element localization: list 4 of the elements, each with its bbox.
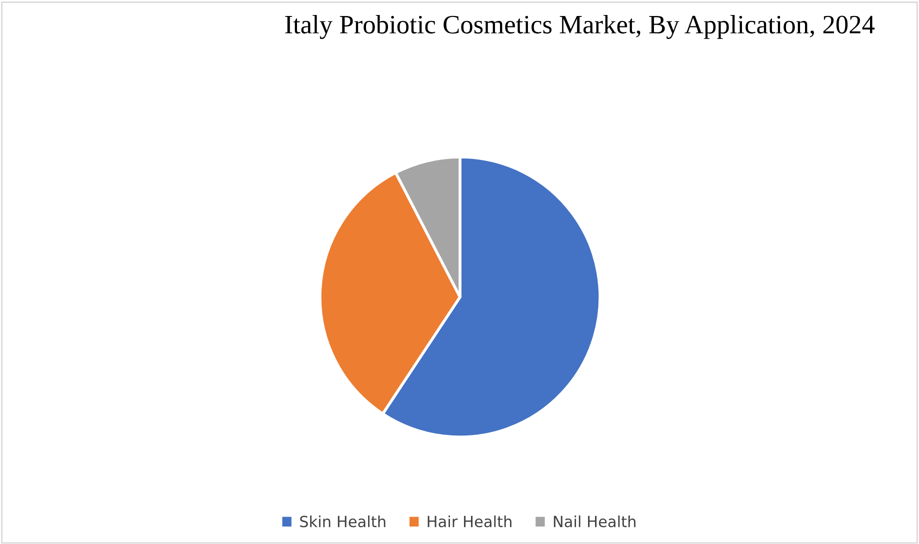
legend-label: Hair Health [428,515,512,528]
chart-title: Italy Probiotic Cosmetics Market, By Application, 2024 [285,14,875,40]
legend-label: Skin Health [300,515,386,528]
legend-label: Nail Health [554,515,636,528]
